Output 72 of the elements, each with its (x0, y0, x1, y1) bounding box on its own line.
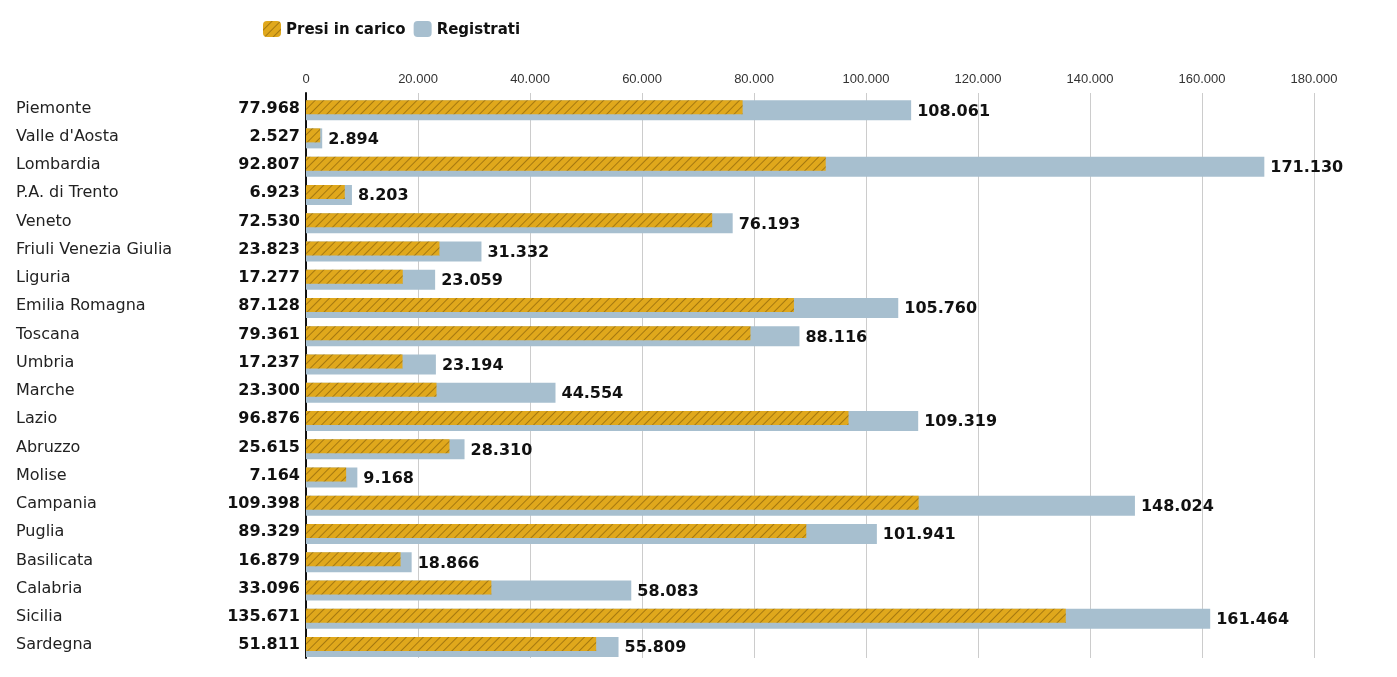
y-tick-label: Toscana (15, 323, 80, 343)
data-label: 17.277 (238, 267, 300, 287)
data-label: 55.809 (624, 637, 687, 657)
data-label: 2.527 (249, 125, 300, 145)
data-label: 9.168 (363, 467, 414, 487)
x-tick-label: 20.000 (398, 71, 438, 86)
data-label: 2.894 (328, 128, 379, 148)
data-label: 6.923 (249, 182, 300, 202)
legend-label: Registrati (436, 20, 521, 38)
y-tick-label: Lombardia (16, 154, 101, 174)
y-tick-label: Campania (16, 493, 97, 513)
y-tick-label: Molise (16, 464, 67, 484)
y-tick-label: Marche (16, 380, 75, 400)
data-label: 28.310 (470, 439, 533, 459)
data-label: 16.879 (238, 549, 300, 569)
data-label: 23.823 (238, 238, 300, 258)
x-tick-label: 40.000 (510, 71, 550, 86)
data-label: 105.760 (904, 298, 978, 318)
data-label: 108.061 (917, 100, 991, 120)
y-tick-label: Liguria (16, 267, 71, 287)
data-label: 96.876 (238, 408, 300, 428)
data-label: 92.807 (238, 154, 300, 174)
data-label: 135.671 (227, 606, 300, 626)
data-label: 31.332 (487, 241, 550, 261)
data-label: 87.128 (238, 295, 300, 315)
y-tick-label: Calabria (16, 577, 83, 597)
x-tick-label: 120.000 (954, 71, 1002, 86)
data-label: 23.194 (441, 354, 504, 374)
x-tick-label: 0 (302, 71, 310, 86)
y-tick-label: Umbria (16, 351, 75, 371)
data-label: 101.941 (882, 524, 956, 544)
data-label: 148.024 (1140, 496, 1214, 516)
data-label: 23.059 (441, 270, 503, 290)
data-label: 51.811 (238, 634, 300, 654)
data-label: 18.866 (417, 552, 480, 572)
data-label: 72.530 (238, 210, 300, 230)
data-label: 23.300 (238, 380, 300, 400)
data-label: 79.361 (238, 323, 300, 343)
data-label: 25.615 (238, 436, 300, 456)
legend-label: Presi in carico (286, 20, 406, 38)
data-label: 161.464 (1216, 609, 1290, 629)
x-tick-label: 100.000 (842, 71, 890, 86)
x-tick-label: 80.000 (734, 71, 774, 86)
y-tick-label: Abruzzo (16, 436, 81, 456)
data-label: 109.398 (227, 493, 300, 513)
y-tick-label: P.A. di Trento (16, 182, 119, 202)
data-label: 88.116 (805, 326, 868, 346)
data-label: 76.193 (738, 213, 801, 233)
data-label: 33.096 (238, 577, 300, 597)
x-tick-label: 140.000 (1066, 71, 1114, 86)
data-label: 17.237 (238, 351, 300, 371)
data-label: 58.083 (637, 580, 700, 600)
y-tick-label: Piemonte (16, 97, 92, 117)
data-label: 7.164 (249, 464, 300, 484)
y-tick-label: Basilicata (16, 549, 94, 569)
y-tick-label: Friuli Venezia Giulia (16, 238, 173, 258)
data-label: 8.203 (357, 185, 409, 205)
data-label: 109.319 (924, 411, 998, 431)
y-tick-label: Sicilia (16, 606, 63, 626)
x-tick-label: 180.000 (1290, 71, 1338, 86)
data-label: 77.968 (238, 97, 300, 117)
data-label: 89.329 (238, 521, 300, 541)
y-tick-label: Lazio (16, 408, 58, 428)
data-label: 171.130 (1270, 157, 1344, 177)
y-tick-label: Valle d'Aosta (16, 125, 119, 145)
y-tick-label: Sardegna (16, 634, 93, 654)
x-tick-label: 60.000 (622, 71, 662, 86)
y-tick-label: Puglia (16, 521, 65, 541)
y-tick-label: Emilia Romagna (16, 295, 146, 315)
data-label: 44.554 (561, 383, 624, 403)
x-tick-label: 160.000 (1178, 71, 1226, 86)
y-tick-label: Veneto (16, 210, 72, 230)
